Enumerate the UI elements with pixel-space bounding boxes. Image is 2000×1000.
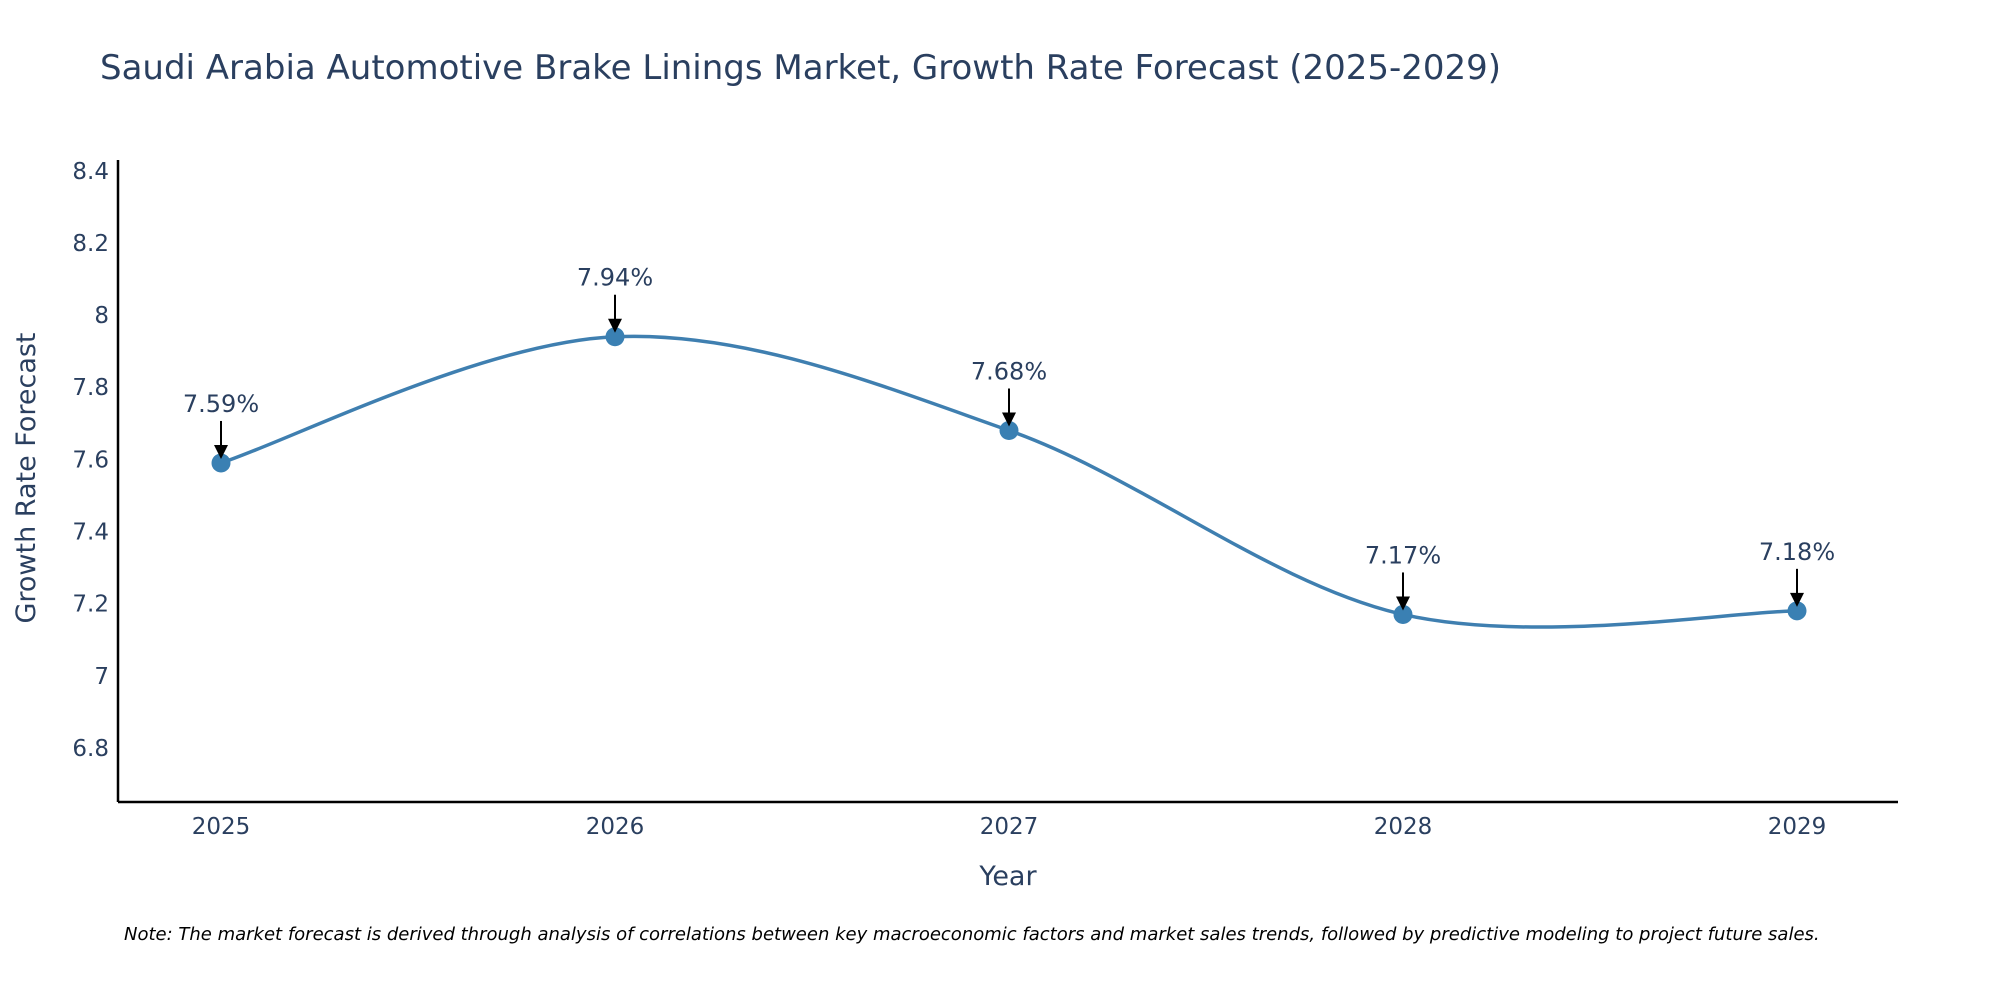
data-point <box>999 421 1019 441</box>
data-label: 7.18% <box>1759 538 1835 566</box>
data-label: 7.68% <box>971 358 1047 386</box>
y-tick-label: 8 <box>94 303 109 329</box>
annotation-arrowhead <box>1002 412 1016 427</box>
data-label: 7.17% <box>1365 541 1441 569</box>
y-tick-label: 7.6 <box>72 447 109 473</box>
y-axis-title: Growth Rate Forecast <box>11 332 42 623</box>
x-tick-label: 2026 <box>586 814 645 840</box>
annotation-arrowhead <box>1396 596 1410 611</box>
data-label: 7.59% <box>183 390 259 418</box>
y-axis-ticks: 6.8 7 7.2 7.4 7.6 7.8 8 8.2 8.4 <box>72 159 109 762</box>
y-tick-label: 7 <box>94 664 109 690</box>
annotation-arrowhead <box>1790 592 1804 607</box>
y-tick-label: 8.2 <box>72 231 109 257</box>
annotation-arrowhead <box>608 318 622 333</box>
y-tick-label: 8.4 <box>72 159 109 185</box>
x-axis-ticks: 2025 2026 2027 2028 2029 <box>192 814 1827 840</box>
data-point <box>605 327 625 347</box>
y-tick-label: 6.8 <box>72 736 109 762</box>
series-markers <box>211 327 1807 624</box>
x-tick-label: 2027 <box>980 814 1039 840</box>
data-point <box>1787 601 1807 621</box>
x-tick-label: 2028 <box>1374 814 1433 840</box>
y-tick-label: 7.4 <box>72 519 109 545</box>
x-axis-title: Year <box>978 861 1037 892</box>
x-tick-label: 2025 <box>192 814 251 840</box>
y-tick-label: 7.2 <box>72 592 109 618</box>
x-tick-label: 2029 <box>1768 814 1827 840</box>
data-point <box>211 453 231 473</box>
data-label-annotations: 7.59% 7.94% 7.68% 7.17% 7.18% <box>183 264 1835 611</box>
data-point <box>1393 604 1413 624</box>
footnote: Note: The market forecast is derived thr… <box>124 924 1820 945</box>
chart-title: Saudi Arabia Automotive Brake Linings Ma… <box>100 48 1501 88</box>
annotation-arrowhead <box>214 444 228 459</box>
data-label: 7.94% <box>577 264 653 292</box>
y-tick-label: 7.8 <box>72 375 109 401</box>
